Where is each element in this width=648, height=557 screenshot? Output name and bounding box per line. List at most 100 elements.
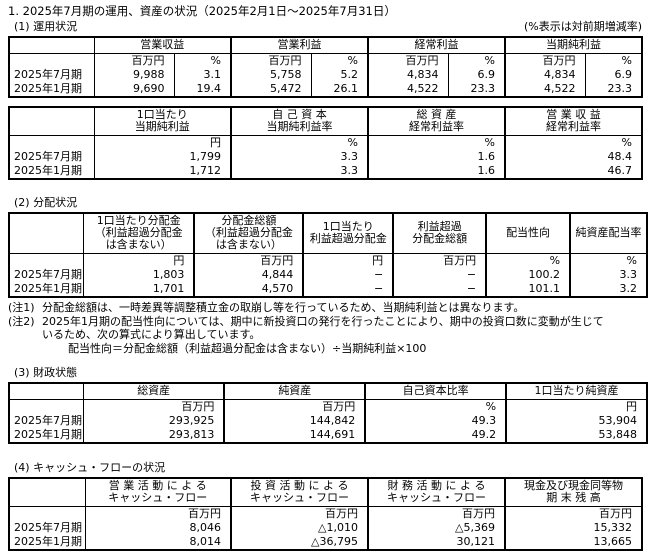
- note-line: いるため、次の算式により算出しています。: [8, 328, 648, 342]
- value-cell: 1,701: [83, 282, 195, 297]
- header-cell: [9, 383, 84, 400]
- value-cell: 6.9: [584, 68, 642, 82]
- note-text: いるため、次の算式により算出しています。: [42, 328, 261, 341]
- value-cell: 5,758: [230, 68, 311, 82]
- header-cell: 純資産配当率: [569, 213, 647, 254]
- note-text: 2025年1月期の配当性向については、期中に新投資口の発行を行ったことにより、期…: [42, 314, 604, 328]
- value-cell: 30,121: [367, 535, 505, 550]
- header-cell: 分配金総額 （利益超過分配金 は含まない）: [193, 213, 304, 254]
- financial-position-table: 総資産 純資産 自己資本比率 1口当たり純資産 百万円 百万円% 円 2025年7月期 293,…: [8, 382, 648, 444]
- value-cell: −: [302, 282, 394, 297]
- row-label: 2025年7月期: [14, 268, 82, 281]
- unit-cell: %: [230, 135, 368, 150]
- row-label: [9, 54, 94, 69]
- data-table: 総資産 純資産 自己資本比率 1口当たり純資産 百万円 百万円% 円 2025年7月期 293,…: [8, 382, 648, 444]
- value-cell: 3.1: [173, 68, 231, 82]
- value-cell: 23.3: [584, 82, 642, 97]
- row-label: 2025年7月期: [14, 521, 82, 534]
- note-text: 配当性向＝分配金総額（利益超過分配金は含まない）÷当期純利益×100: [68, 341, 427, 355]
- value-cell: 4,844: [193, 268, 304, 282]
- doc-title: 1. 2025年7月期の運用、資産の状況（2025年2月1日～2025年7月31…: [8, 4, 396, 18]
- value-cell: 5,472: [230, 82, 311, 97]
- row-label: 2025年7月期: [14, 68, 82, 81]
- value-cell: 3.3: [230, 150, 368, 164]
- header-cell: 投 資 活 動 に よ る キャッシュ・フロー: [230, 478, 368, 507]
- row-label: [9, 400, 84, 415]
- note-line: 配当性向＝分配金総額（利益超過分配金は含まない）÷当期純利益×100: [8, 342, 648, 356]
- value-cell: 6.9: [447, 68, 505, 82]
- unit-cell: 百万円: [93, 53, 174, 68]
- value-cell: 4,522: [367, 82, 448, 97]
- note-line: (注1) 分配金総額は、一時差異等調整積立金の取崩し等を行っているため、当期純利益…: [8, 301, 648, 315]
- header-cell: 1口当たり 利益超過分配金: [302, 213, 394, 254]
- header-cell: [9, 37, 94, 54]
- header-cell: 財 務 活 動 に よ る キャッシュ・フロー: [367, 478, 505, 507]
- row-label: 2025年1月期: [14, 164, 82, 177]
- value-cell: △1,010: [230, 521, 368, 535]
- unit-cell: 百万円: [367, 506, 505, 521]
- section-1-row: (1) 運用状況 (%表示は対前期増減率): [0, 20, 642, 34]
- unit-cell: 百万円: [193, 253, 304, 268]
- value-cell: −: [392, 282, 487, 297]
- header-cell: 1口当たり純資産: [505, 383, 647, 400]
- value-cell: 4,834: [504, 68, 585, 82]
- note-label: [8, 328, 42, 342]
- value-cell: 49.2: [364, 428, 507, 443]
- value-cell: 3.3: [569, 268, 647, 282]
- value-cell: 49.3: [364, 414, 507, 428]
- pct-change-note: (%表示は対前期増減率): [523, 20, 642, 33]
- unit-cell: 百万円: [84, 506, 231, 521]
- header-cell: 営業収益: [93, 37, 231, 54]
- unit-cell: %: [367, 135, 505, 150]
- unit-cell: 百万円: [83, 399, 225, 414]
- value-cell: 1.6: [367, 150, 505, 164]
- unit-cell: 円: [93, 135, 231, 150]
- header-cell: 営 業 活 動 に よ る キャッシュ・フロー: [84, 478, 231, 507]
- note-line: (注2) 2025年1月期の配当性向については、期中に新投資口の発行を行ったことに…: [8, 315, 648, 329]
- value-cell: 1.6: [367, 164, 505, 179]
- unit-cell: %: [310, 53, 368, 68]
- value-cell: 8,014: [84, 535, 231, 550]
- header-cell: 当期純利益: [504, 37, 642, 54]
- value-cell: △36,795: [230, 535, 368, 550]
- cashflow-table: 営 業 活 動 に よ る キャッシュ・フロー投 資 活 動 に よ る キャッ…: [8, 477, 648, 551]
- value-cell: 8,046: [84, 521, 231, 535]
- unit-cell: 百万円: [504, 53, 585, 68]
- header-cell: 自 己 資 本 当期純利益率: [230, 107, 368, 136]
- header-cell: [9, 107, 94, 136]
- value-cell: −: [392, 268, 487, 282]
- header-cell: 営業利益: [230, 37, 368, 54]
- row-label: 2025年1月期: [14, 82, 82, 95]
- header-cell: 現金及び現金同等物 期 末 残 高: [504, 478, 642, 507]
- unit-cell: 百万円: [230, 53, 311, 68]
- section-1-heading: (1) 運用状況: [14, 20, 78, 33]
- row-label: 2025年7月期: [14, 150, 82, 163]
- row-label: 2025年1月期: [14, 282, 82, 295]
- value-cell: 4,834: [367, 68, 448, 82]
- value-cell: 53,848: [505, 428, 647, 443]
- data-table: 営 業 活 動 に よ る キャッシュ・フロー投 資 活 動 に よ る キャッ…: [8, 477, 643, 551]
- value-cell: 23.3: [447, 82, 505, 97]
- value-cell: 293,813: [83, 428, 225, 443]
- note-label: (注2): [8, 314, 35, 328]
- value-cell: 53,904: [505, 414, 647, 428]
- value-cell: 19.4: [173, 82, 231, 97]
- unit-cell: 円: [505, 399, 647, 414]
- section-4-heading: (4) キャッシュ・フローの状況: [14, 461, 166, 474]
- row-label: [9, 507, 85, 522]
- section-2-heading: (2) 分配状況: [14, 196, 78, 209]
- value-cell: 3.2: [569, 282, 647, 297]
- note-label: [8, 342, 42, 356]
- data-table: 1口当たり 当期純利益自 己 資 本 当期純利益率総 資 産 経常利益率営 業 …: [8, 106, 643, 180]
- per-unit-ratios-table: 1口当たり 当期純利益自 己 資 本 当期純利益率総 資 産 経常利益率営 業 …: [8, 106, 648, 180]
- value-cell: 26.1: [310, 82, 368, 97]
- unit-cell: %: [485, 253, 571, 268]
- header-cell: 配当性向: [485, 213, 571, 254]
- note-text: 分配金総額は、一時差異等調整積立金の取崩し等を行っているため、当期純利益とは異な…: [42, 301, 525, 314]
- unit-cell: %: [447, 53, 505, 68]
- value-cell: 1,712: [93, 164, 231, 179]
- header-cell: 総 資 産 経常利益率: [367, 107, 505, 136]
- unit-cell: %: [173, 53, 231, 68]
- value-cell: 1,799: [93, 150, 231, 164]
- value-cell: 100.2: [485, 268, 571, 282]
